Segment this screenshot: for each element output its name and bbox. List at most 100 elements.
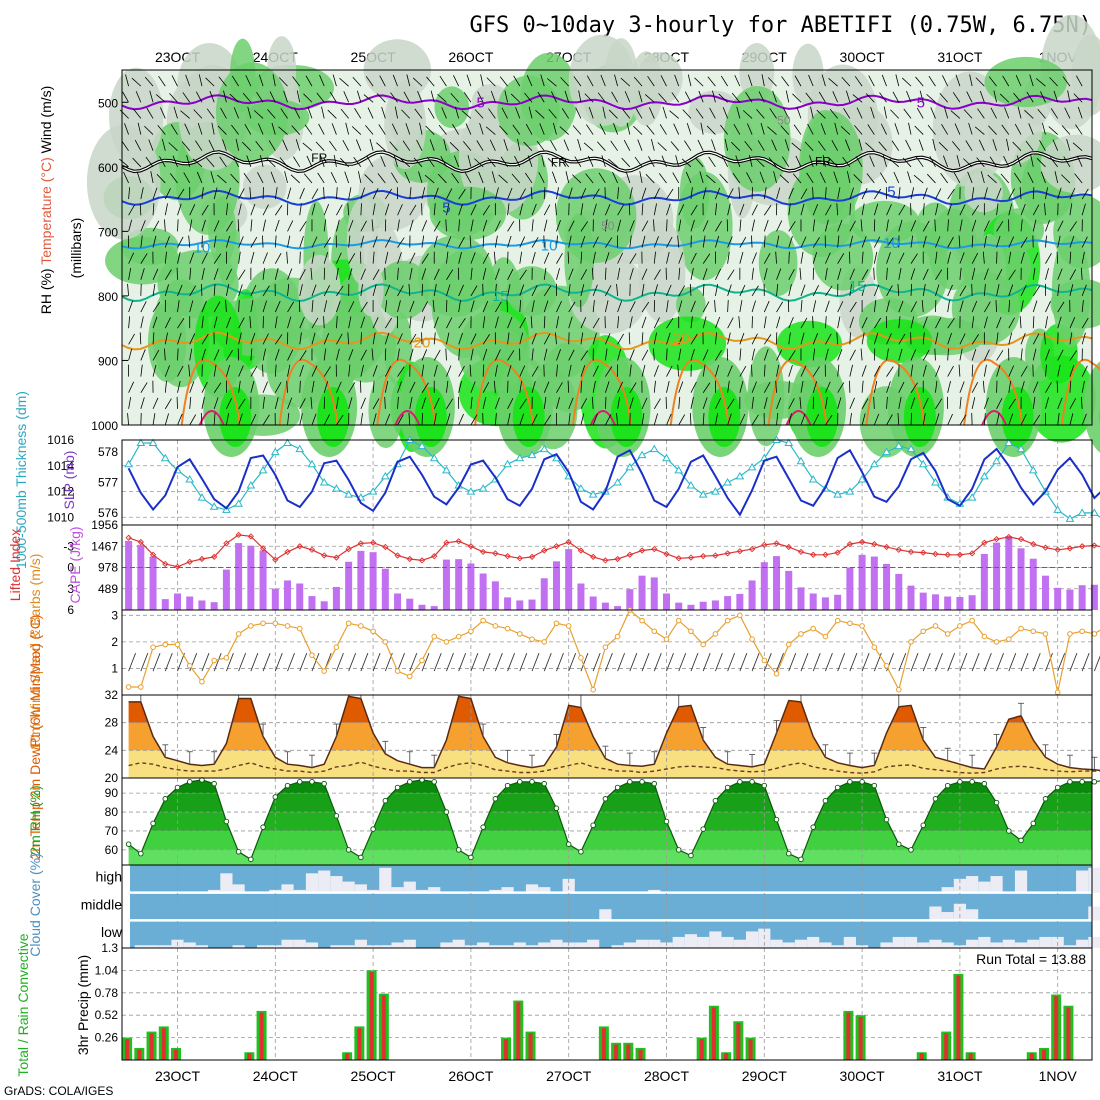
dewpoint-line — [128, 761, 1100, 774]
wind-barb — [873, 251, 878, 264]
wind-barb — [868, 75, 875, 87]
wind-barb — [800, 300, 803, 313]
rh-low-blob-bright — [1001, 387, 1034, 447]
contour-label: 10 — [883, 235, 900, 252]
cloud-block — [929, 906, 942, 921]
wind-barb — [763, 205, 772, 216]
wind-barb — [433, 316, 439, 329]
wind-barb — [567, 380, 570, 393]
temp-band — [128, 696, 1092, 723]
wind-barb — [818, 91, 826, 103]
wind-barb — [1050, 108, 1059, 119]
wind-barb — [836, 332, 839, 345]
wind-barb — [653, 203, 657, 216]
cloud-block — [782, 942, 795, 948]
wind-barb — [947, 300, 950, 313]
wind-barb — [250, 219, 253, 232]
cape-bar — [931, 594, 939, 610]
wind-barb — [1045, 187, 1048, 200]
wind-barb — [454, 106, 460, 119]
wind-barb — [804, 141, 814, 151]
cape-bar — [980, 553, 988, 610]
wind-barb — [905, 139, 912, 151]
wind-barb — [800, 365, 807, 377]
wind-barb — [152, 397, 159, 410]
thickness-point — [869, 459, 879, 468]
wind-barb — [451, 173, 459, 184]
wind-barb — [671, 92, 680, 103]
wind-barb — [800, 332, 805, 345]
contour-label: 15 — [492, 288, 509, 305]
wind-barb — [568, 268, 574, 280]
precip-conv-bar — [956, 975, 961, 1060]
wind-barb — [610, 140, 618, 151]
slp-tick-label: 1016 — [47, 433, 74, 447]
wind-barb — [287, 397, 293, 410]
wind10m-point — [920, 628, 927, 635]
wind-barb — [347, 332, 350, 345]
wind-barb — [378, 124, 386, 135]
li-point — [528, 553, 536, 561]
wind-barb — [709, 107, 716, 119]
wind-barb — [1057, 268, 1063, 280]
wind-barb — [690, 397, 694, 409]
cape-bar — [186, 596, 194, 610]
wind-barb — [617, 219, 622, 232]
cloud-block — [550, 939, 563, 948]
wind-barb — [996, 203, 999, 216]
wind-barb — [438, 124, 447, 135]
wind-barb — [303, 93, 313, 103]
wind-barb — [776, 283, 779, 296]
wind-barb — [996, 332, 999, 345]
wind-barb — [732, 172, 741, 184]
rh-point — [297, 779, 303, 785]
wind-barb — [702, 364, 706, 377]
wind-barb — [744, 140, 753, 151]
wind-barb — [886, 366, 894, 377]
li-point — [724, 550, 731, 557]
wind-barb — [391, 172, 398, 184]
cloud-block — [391, 887, 404, 893]
wind-barb — [580, 413, 585, 426]
wind-barb — [821, 74, 826, 87]
wind-barb — [409, 316, 412, 329]
wind-barb — [376, 93, 386, 103]
wind-barb — [935, 236, 941, 248]
wind-barb — [605, 333, 611, 345]
wind-barb — [763, 300, 770, 313]
wind-barb — [953, 172, 961, 184]
cloud-block — [367, 945, 380, 948]
wind-barb — [825, 348, 829, 361]
rh-tick-label: 70 — [105, 824, 119, 838]
wind-barb — [1076, 155, 1083, 167]
cloud-block — [953, 878, 966, 893]
rh-contour-blob — [676, 286, 706, 323]
wind-barb — [653, 380, 656, 393]
wind-barb — [583, 142, 594, 151]
wind-barb — [495, 301, 502, 313]
wind-barb — [660, 75, 667, 87]
wind-barb — [536, 140, 545, 151]
wind-barb — [348, 187, 352, 200]
wind-barb — [983, 397, 989, 410]
wind-barb — [1008, 188, 1015, 200]
wind-barb — [450, 92, 459, 103]
wind-barb — [164, 398, 172, 410]
cape-bar — [455, 559, 463, 610]
rh-point — [981, 780, 988, 787]
rh-point — [651, 780, 658, 787]
wind10m-point — [211, 657, 217, 664]
wind-barb — [262, 364, 264, 377]
wind-barb — [649, 107, 655, 119]
wind-barb — [947, 413, 953, 426]
wind-barb — [1081, 236, 1088, 248]
wind-barb — [332, 74, 337, 87]
thickness-point — [234, 499, 243, 507]
wind-barb — [1074, 173, 1083, 184]
wind-barb — [608, 109, 618, 119]
cloud-block — [953, 903, 966, 921]
li-point — [345, 545, 352, 553]
wind-barb — [983, 235, 987, 248]
footer-credit: GrADS: COLA/IGES — [4, 1084, 113, 1098]
wind-barb — [394, 106, 398, 119]
